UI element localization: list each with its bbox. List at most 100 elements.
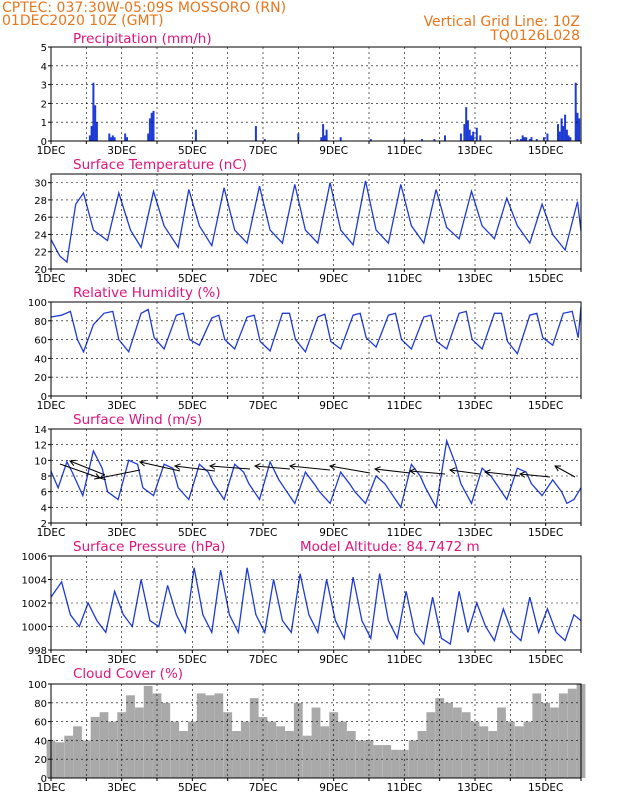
wind-arrow-head: [328, 463, 336, 471]
cloud-bar: [532, 693, 542, 778]
precip-bar: [111, 135, 114, 141]
precip-bar: [542, 137, 545, 141]
precip-bar: [525, 137, 528, 141]
cloud-bar: [444, 702, 453, 778]
cloud-bar: [240, 721, 250, 778]
precip-bar: [479, 135, 482, 141]
cloud-bar: [488, 731, 498, 778]
wind-arrow: [139, 461, 181, 472]
y-tick-label: 40: [34, 736, 47, 747]
grid-note: Vertical Grid Line: 10Z: [424, 14, 580, 30]
y-tick-label: 4: [41, 503, 47, 514]
y-tick-label: 2: [41, 99, 47, 110]
precip-bar: [320, 137, 323, 141]
cloud-bar: [126, 695, 135, 778]
precip-bar: [459, 133, 462, 141]
cloud-bar: [90, 716, 100, 778]
y-tick-label: 1004: [22, 576, 47, 587]
cloud-bar: [355, 740, 365, 778]
wind-arrow: [209, 465, 251, 470]
y-tick-label: 20: [34, 265, 47, 276]
x-tick-label: 13DEC: [457, 273, 492, 285]
y-tick-label: 80: [34, 317, 47, 328]
y-tick-label: 20: [34, 755, 47, 766]
cloud-bar: [382, 745, 392, 778]
y-tick-label: 0: [41, 392, 47, 403]
precip-bar: [465, 107, 468, 141]
precip-bar: [574, 82, 577, 141]
cloud-bar: [55, 742, 65, 778]
cloud-bar: [461, 712, 471, 778]
wind-arrow-head: [138, 459, 146, 467]
panel-frame: [50, 555, 582, 651]
precip-bar: [444, 135, 446, 141]
cloud-bar: [338, 721, 347, 778]
cloud-bar: [497, 707, 506, 778]
precip-bar: [475, 127, 478, 141]
cloud-bar: [276, 726, 285, 778]
precip-bar: [339, 137, 342, 141]
panel-frame: [50, 173, 582, 270]
y-tick-label: 8: [41, 472, 47, 483]
x-tick-label: 13DEC: [457, 654, 492, 666]
panel-temperature: Surface Temperature (nC) 20 22 24 26 28 30 1DE…: [34, 157, 582, 285]
cloud-bar: [523, 721, 533, 778]
panel-title: Surface Wind (m/s): [73, 412, 202, 428]
precip-bar: [433, 139, 436, 141]
wind-arrow: [554, 465, 576, 478]
cloud-bar: [179, 731, 188, 778]
cloud-bar: [514, 726, 524, 778]
wind-arrow: [59, 463, 101, 479]
wind-arrow: [254, 465, 291, 470]
y-tick-label: 100: [28, 680, 47, 691]
x-tick-label: 3DEC: [107, 273, 136, 285]
wind-arrow-head: [173, 463, 181, 470]
precip-bar: [565, 129, 568, 141]
series-line: [50, 180, 582, 264]
y-tick-label: 20: [34, 373, 47, 384]
x-tick-label: 11DEC: [387, 654, 422, 666]
cloud-bar: [108, 721, 118, 778]
wind-arrow: [289, 465, 331, 471]
precip-bar: [528, 139, 531, 141]
precip-bar: [94, 105, 97, 141]
precip-bar: [113, 137, 116, 141]
x-tick-label: 7DEC: [249, 782, 278, 794]
y-tick-label: 1002: [22, 599, 47, 610]
precip-bar: [463, 124, 466, 141]
panel-title: Relative Humidity (%): [73, 285, 221, 301]
wind-arrow-head: [483, 469, 491, 476]
x-tick-label: 9DEC: [319, 654, 348, 666]
x-tick-label: 3DEC: [107, 145, 136, 157]
x-tick-label: 9DEC: [319, 145, 348, 157]
precip-bar: [124, 133, 127, 141]
precip-bar: [369, 139, 372, 141]
x-tick-label: 5DEC: [178, 400, 207, 412]
precip-bar: [152, 110, 155, 141]
panel-title: Cloud Cover (%): [73, 666, 183, 682]
y-tick-label: 40: [34, 354, 47, 365]
cloud-bar: [435, 698, 445, 778]
x-tick-label: 13DEC: [457, 527, 492, 539]
x-tick-label: 15DEC: [528, 273, 563, 285]
cloud-bar: [258, 716, 268, 778]
x-tick-label: 3DEC: [107, 782, 136, 794]
precip-bar: [557, 124, 559, 141]
precip-bar: [562, 126, 565, 141]
y-tick-label: 26: [34, 213, 47, 224]
cloud-bar: [391, 749, 400, 778]
precip-bar: [126, 137, 128, 141]
precip-bar: [90, 126, 93, 141]
wind-arrow: [329, 465, 371, 474]
panel-wind: Surface Wind (m/s) 2 4 6 8 10 12 14 1DEC 3DEC 5DE…: [34, 412, 582, 539]
wind-arrow-head: [518, 471, 526, 478]
precip-bar: [546, 133, 549, 141]
x-tick-label: 1DEC: [37, 782, 66, 794]
wind-arrow: [484, 471, 521, 477]
precip-bar: [148, 118, 151, 141]
y-tick-label: 6: [41, 488, 47, 499]
cloud-bar: [64, 735, 74, 778]
cloud-bar: [73, 726, 82, 778]
precip-bar: [466, 120, 469, 141]
